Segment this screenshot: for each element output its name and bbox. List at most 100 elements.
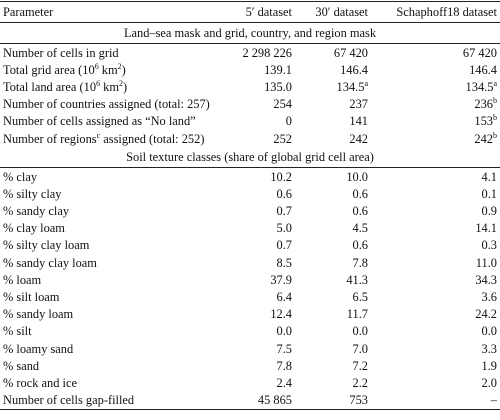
column-header: Schaphoff18 dataset	[396, 5, 497, 19]
table-row: % sandy clay 0.7 0.6 0.9	[0, 203, 500, 220]
table-row: % sandy loam 12.4 11.7 24.2	[0, 306, 500, 323]
cell-value: 2.4	[276, 375, 293, 390]
cell-value: 2 298 226	[242, 45, 292, 60]
row-label: % silt loam	[3, 290, 60, 305]
text-run: 153	[474, 114, 493, 129]
cell-value: 24.2	[475, 307, 497, 322]
table-row: Total grid area (106 km2) 139.1 146.4 146.4	[0, 61, 500, 78]
cell-value: 0.9	[481, 204, 498, 219]
text-run: )	[121, 62, 126, 77]
cell-value: 12.4	[270, 307, 292, 322]
row-label: % clay	[3, 169, 38, 184]
cell-value: 236b	[371, 96, 500, 113]
table-row: Number of countries assigned (total: 257…	[0, 96, 500, 113]
section-title: Soil texture classes (share of global gr…	[0, 147, 500, 169]
table-row: % rock and ice 2.4 2.2 2.0	[0, 374, 500, 391]
text-run: assigned (total: 252)	[100, 131, 205, 146]
superscript: 2	[119, 78, 123, 88]
cell-value: 14.1	[475, 221, 497, 236]
superscript: a	[364, 78, 368, 88]
table-row: Number of cells in grid 2 298 226 67 420 67…	[0, 44, 500, 62]
row-label: Number of cells assigned as “No land”	[3, 114, 196, 129]
row-label: Number of cells in grid	[3, 45, 119, 60]
table-row: % sandy clay loam 8.5 7.8 11.0	[0, 254, 500, 271]
cell-value: 753	[295, 391, 371, 410]
cell-value: 0.6	[352, 186, 369, 201]
text-run: km	[100, 79, 119, 94]
cell-value: 0.6	[276, 186, 293, 201]
table-body: Land–sea mask and grid, country, and reg…	[0, 22, 500, 410]
cell-value: 2.2	[352, 375, 369, 390]
row-label: % silty clay loam	[3, 238, 90, 253]
cell-value: 254	[273, 97, 292, 112]
cell-value: 0	[285, 114, 292, 129]
text-run: km	[98, 62, 118, 77]
cell-value: 0.3	[481, 238, 498, 253]
cell-value: 242b	[371, 130, 500, 147]
table-row: Number of regionsc assigned (total: 252)…	[0, 130, 500, 147]
column-header: Parameter	[3, 5, 54, 19]
table-row: Total land area (106 km2) 135.0 134.5a 134.…	[0, 78, 500, 95]
table-row: % silty clay loam 0.7 0.6 0.3	[0, 237, 500, 254]
section-row: Soil texture classes (share of global gr…	[0, 147, 500, 169]
cell-value: 45 865	[228, 391, 295, 410]
cell-value: 6.4	[276, 290, 293, 305]
header-row: Parameter 5′ dataset 30′ dataset Schaphoff1…	[0, 1, 500, 23]
row-label: % clay loam	[3, 221, 65, 236]
cell-value: 0.0	[481, 324, 498, 339]
text-run: 134.5	[465, 79, 494, 94]
table-row: % silt 0.0 0.0 0.0	[0, 323, 500, 340]
column-header: 30′ dataset	[315, 5, 368, 19]
cell-value: 4.5	[352, 221, 369, 236]
section-row: Land–sea mask and grid, country, and reg…	[0, 22, 500, 44]
cell-value: 135.0	[264, 79, 292, 94]
table-row: % silty clay 0.6 0.6 0.1	[0, 185, 500, 202]
row-label: % silty clay	[3, 186, 62, 201]
cell-value: 3.6	[481, 290, 498, 305]
cell-value: 7.2	[352, 358, 369, 373]
row-label: Total land area (106 km2)	[0, 78, 228, 95]
cell-value: 0.7	[276, 204, 293, 219]
row-label: % silt	[3, 324, 32, 339]
row-label: Number of countries assigned (total: 257…	[3, 97, 210, 112]
superscript: 2	[117, 61, 122, 71]
superscript: c	[96, 130, 101, 140]
row-label: Number of cells gap-filled	[0, 391, 228, 410]
cell-value: 141	[349, 114, 368, 129]
cell-value: 11.0	[475, 255, 497, 270]
cell-value: 1.9	[481, 358, 498, 373]
column-header: 5′ dataset	[245, 5, 292, 19]
table-row: % clay loam 5.0 4.5 14.1	[0, 220, 500, 237]
text-run: 134.5	[336, 79, 365, 94]
cell-value: 7.5	[276, 341, 293, 356]
cell-value: 11.7	[346, 307, 368, 322]
row-label: % loamy sand	[3, 341, 74, 356]
cell-value: 37.9	[270, 272, 292, 287]
table-row: % silt loam 6.4 6.5 3.6	[0, 288, 500, 305]
table-row: Number of cells gap-filled 45 865 753–	[0, 391, 500, 410]
cell-value: 134.5a	[295, 78, 371, 95]
cell-value: 0.0	[276, 324, 293, 339]
cell-value: 5.0	[276, 221, 293, 236]
cell-value: 67 420	[462, 45, 497, 60]
cell-value: 7.0	[352, 341, 369, 356]
table-row: % clay 10.2 10.0 4.1	[0, 168, 500, 186]
row-label: % loam	[3, 272, 42, 287]
text-run: Total land area (10	[3, 79, 97, 94]
cell-value: 0.6	[352, 204, 369, 219]
cell-value: 10.0	[346, 169, 368, 184]
table-row: % loamy sand 7.5 7.0 3.3	[0, 340, 500, 357]
cell-value: 153b	[371, 113, 500, 130]
cell-value: 146.4	[469, 62, 497, 77]
superscript: b	[493, 113, 497, 123]
cell-value: 6.5	[352, 290, 369, 305]
text-run: Number of regions	[3, 131, 97, 146]
cell-value: 134.5a	[371, 78, 500, 95]
cell-value: 0.0	[352, 324, 369, 339]
superscript: 6	[94, 61, 99, 71]
cell-value: 0.7	[276, 238, 293, 253]
cell-value: 67 420	[333, 45, 368, 60]
cell-value: 252	[273, 131, 292, 146]
cell-value: 8.5	[276, 255, 293, 270]
